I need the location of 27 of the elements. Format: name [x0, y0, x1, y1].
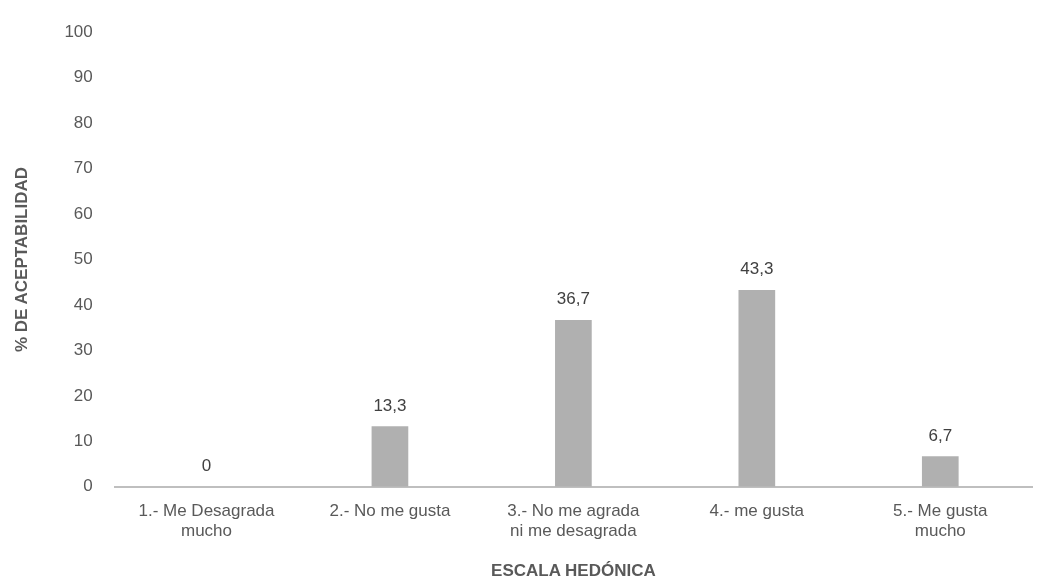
- data-label: 0: [201, 455, 212, 475]
- y-tick-label: 60: [73, 203, 93, 223]
- y-tick-label: 70: [73, 158, 93, 178]
- y-tick-label: 10: [73, 431, 93, 451]
- y-tick-label: 100: [64, 21, 93, 41]
- x-tick-label: 3.- No me agrada ni me desagrada: [507, 500, 641, 541]
- y-tick-label: 40: [73, 294, 93, 314]
- x-tick-label: 1.- Me Desagrada mucho: [138, 500, 276, 541]
- data-label: 43,3: [740, 259, 774, 279]
- bar: [921, 456, 959, 487]
- y-tick-label: 90: [73, 67, 93, 87]
- y-tick-label: 50: [73, 249, 93, 269]
- data-label: 6,7: [928, 425, 953, 445]
- y-tick-label: 0: [83, 476, 93, 496]
- x-tick-label: 5.- Me gusta mucho: [893, 500, 989, 541]
- y-tick-label: 80: [73, 112, 93, 132]
- bar: [738, 289, 776, 487]
- x-axis-title: ESCALA HEDÓNICA: [491, 561, 656, 581]
- data-label: 13,3: [373, 395, 407, 415]
- bar: [371, 426, 409, 487]
- bar: [555, 319, 592, 487]
- y-tick-label: 20: [73, 385, 93, 405]
- x-tick-label: 4.- me gusta: [709, 500, 805, 520]
- x-tick-label: 2.- No me gusta: [329, 500, 451, 520]
- y-tick-label: 30: [73, 340, 93, 360]
- y-axis-title: % DE ACEPTABILIDAD: [11, 166, 31, 353]
- data-label: 36,7: [556, 289, 590, 309]
